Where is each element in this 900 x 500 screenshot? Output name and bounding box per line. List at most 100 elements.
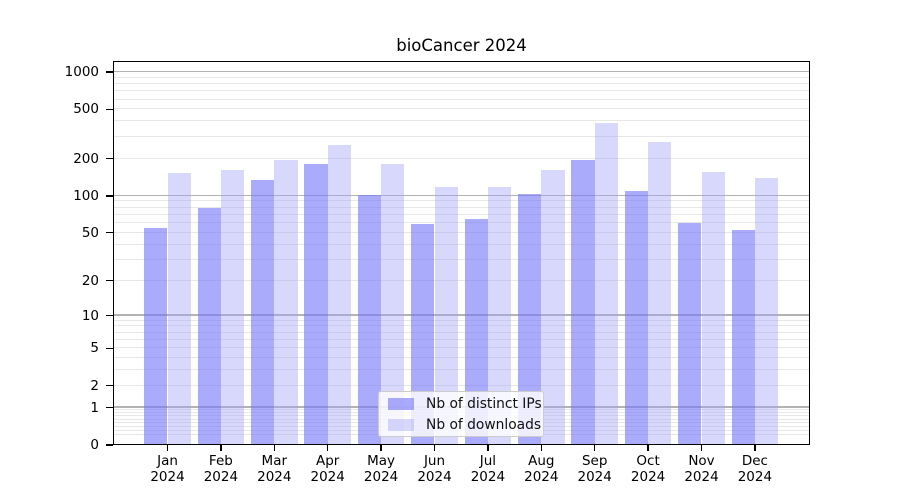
gridline-minor <box>113 231 810 233</box>
x-tick-sep <box>594 445 596 451</box>
gridline-major <box>113 194 810 196</box>
y-tick-label-50: 50 <box>81 224 99 241</box>
x-tick-aug <box>540 445 542 451</box>
gridline-minor <box>113 347 810 349</box>
y-tick-label-100: 100 <box>73 187 99 204</box>
bar-downloads-oct <box>648 141 672 445</box>
bar-downloads-jul <box>487 187 512 445</box>
y-tick-label-5: 5 <box>90 340 99 357</box>
gridline-minor <box>113 369 810 371</box>
legend-item-downloads: Nb of downloads <box>388 417 541 433</box>
legend-swatch-distinct-ips <box>388 397 414 410</box>
x-label-year: 2024 <box>257 468 292 485</box>
y-tick-label-500: 500 <box>73 101 99 118</box>
x-tick-jan <box>166 445 169 451</box>
x-label-year: 2024 <box>150 468 185 485</box>
y-tick-label-1000: 1000 <box>64 64 99 81</box>
x-label-month: Jun <box>423 453 446 469</box>
bar-distinct-ips-jul <box>464 218 488 445</box>
x-tick-jun <box>433 445 436 451</box>
y-tick-label-2: 2 <box>90 377 99 394</box>
x-tick-label-oct: Oct 2024 <box>630 453 666 485</box>
gridline-minor <box>113 76 810 78</box>
plot-area: Nb of distinct IPs Nb of downloads <box>113 61 810 445</box>
x-tick-apr <box>327 445 329 451</box>
bar-distinct-ips-oct <box>624 190 649 445</box>
bar-downloads-aug <box>541 170 565 445</box>
gridline-major <box>113 70 810 73</box>
gridline-minor <box>113 108 810 110</box>
gridline-minor <box>113 213 810 215</box>
bar-distinct-ips-aug <box>517 193 542 445</box>
bar-downloads-nov <box>701 171 725 445</box>
x-tick-label-nov: Nov 2024 <box>684 453 718 485</box>
x-label-month: Aug <box>528 453 555 469</box>
gridline-minor <box>113 200 810 202</box>
x-tick-may <box>380 445 382 451</box>
x-label-month: Oct <box>636 453 660 469</box>
x-tick-label-jul: Jul 2024 <box>470 453 506 485</box>
bar-downloads-dec <box>754 177 779 445</box>
bar-downloads-jun <box>434 186 458 445</box>
bar-distinct-ips-nov <box>678 223 702 445</box>
legend-item-distinct-ips: Nb of distinct IPs <box>388 396 542 412</box>
x-tick-label-mar: Mar 2024 <box>257 453 292 485</box>
x-label-year: 2024 <box>524 468 559 485</box>
x-tick-mar <box>273 445 275 451</box>
gridline-minor <box>113 319 810 321</box>
bar-downloads-mar <box>274 159 298 445</box>
x-tick-label-sep: Sep 2024 <box>578 453 612 485</box>
x-label-month: Nov <box>688 453 715 469</box>
y-tick-20 <box>106 280 113 282</box>
gridline-minor <box>113 357 810 359</box>
gridline-minor <box>113 222 810 224</box>
gridline-minor <box>113 258 810 260</box>
bar-distinct-ips-apr <box>304 164 328 445</box>
y-tick-1 <box>106 406 113 409</box>
legend: Nb of distinct IPs Nb of downloads <box>378 391 544 437</box>
y-tick-200 <box>106 158 113 160</box>
y-tick-1000 <box>106 71 113 73</box>
bar-downloads-may <box>381 163 405 445</box>
x-tick-jul <box>487 445 489 451</box>
x-label-year: 2024 <box>470 468 506 485</box>
bar-distinct-ips-sep <box>571 159 595 445</box>
x-label-year: 2024 <box>363 468 399 485</box>
chart-title: bioCancer 2024 <box>396 36 527 55</box>
bar-distinct-ips-feb <box>197 208 221 445</box>
gridline-major <box>113 314 810 316</box>
x-tick-nov <box>700 445 703 451</box>
x-label-month: May <box>367 453 396 469</box>
y-tick-50 <box>106 232 113 234</box>
x-label-year: 2024 <box>630 468 666 485</box>
bar-distinct-ips-jan <box>144 227 168 445</box>
gridline-minor <box>113 157 810 159</box>
x-tick-label-apr: Apr 2024 <box>311 453 345 485</box>
x-tick-label-may: May 2024 <box>363 453 399 485</box>
y-tick-0 <box>106 444 113 446</box>
y-tick-2 <box>106 385 113 387</box>
bar-downloads-apr <box>327 144 352 445</box>
x-label-month: Sep <box>581 453 608 469</box>
y-tick-label-10: 10 <box>81 307 99 324</box>
bar-downloads-feb <box>220 170 245 445</box>
x-label-year: 2024 <box>417 468 452 485</box>
x-tick-label-aug: Aug 2024 <box>524 453 559 485</box>
gridline-minor <box>113 325 810 327</box>
gridline-minor <box>113 90 810 92</box>
y-tick-label-0: 0 <box>90 437 99 453</box>
bar-distinct-ips-dec <box>731 229 755 445</box>
gridline-minor <box>113 243 810 245</box>
y-tick-100 <box>106 195 113 197</box>
x-tick-feb <box>220 445 222 451</box>
x-tick-label-jun: Jun 2024 <box>417 453 452 485</box>
y-tick-label-200: 200 <box>73 150 99 167</box>
x-tick-oct <box>647 445 649 451</box>
bar-distinct-ips-jun <box>411 223 435 445</box>
legend-label-downloads: Nb of downloads <box>426 416 542 433</box>
y-tick-label-20: 20 <box>81 272 99 289</box>
x-label-year: 2024 <box>737 468 773 485</box>
y-tick-10 <box>106 314 113 317</box>
gridline-minor <box>113 206 810 208</box>
